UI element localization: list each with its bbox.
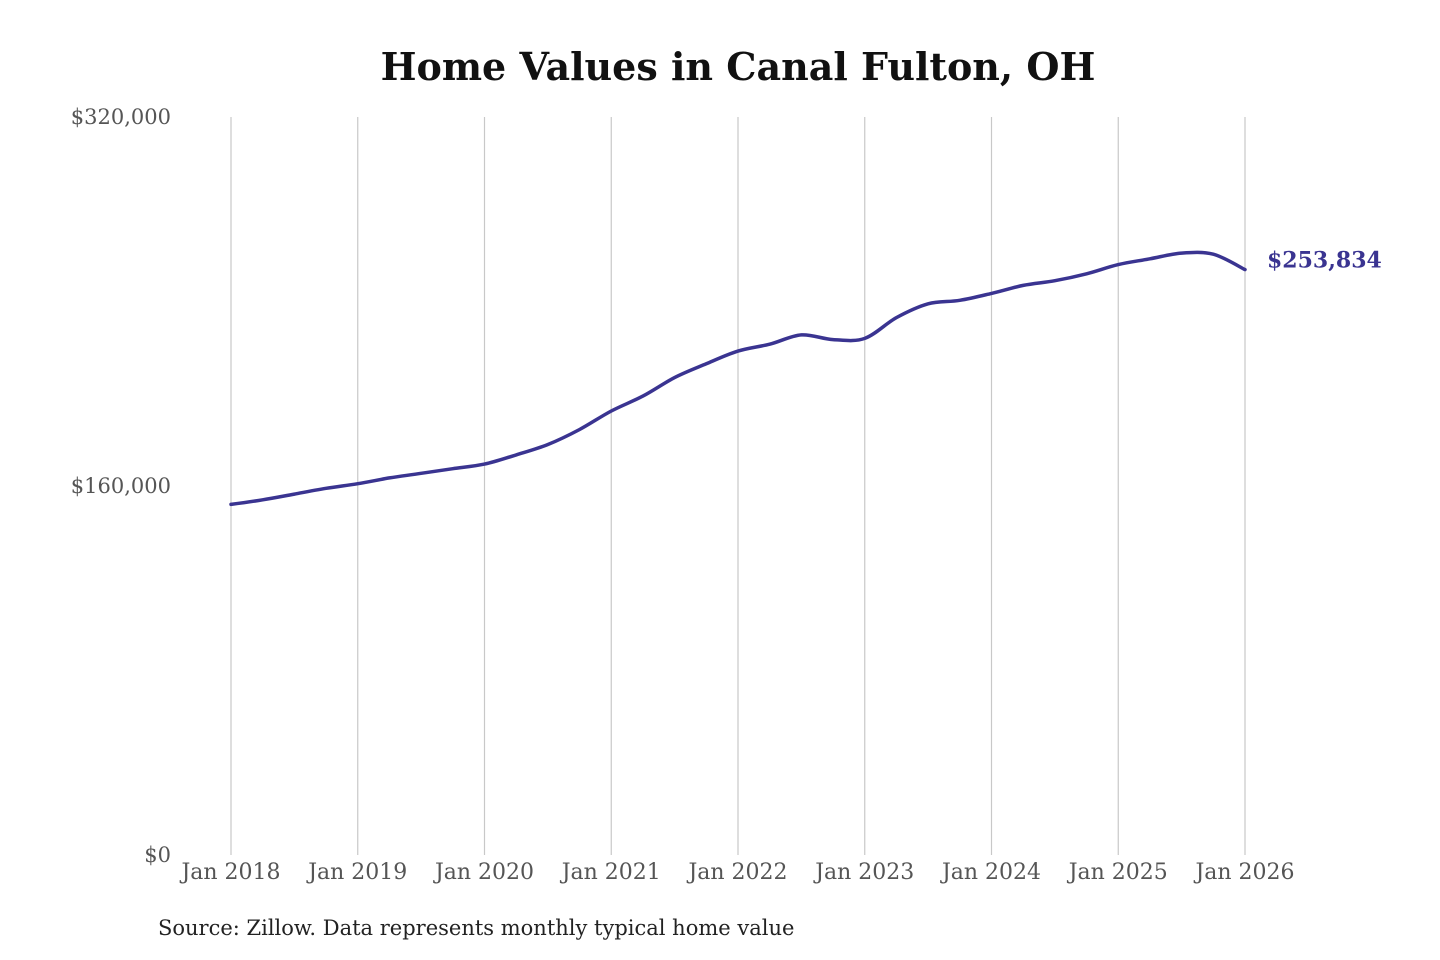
y-tick-label: $320,000 [71, 105, 171, 129]
series-line [229, 250, 1247, 507]
x-tick-label: Jan 2025 [1067, 860, 1168, 885]
x-tick-label: Jan 2019 [306, 860, 407, 885]
x-tick-label: Jan 2022 [686, 860, 787, 885]
x-tick-label: Jan 2021 [560, 860, 661, 885]
x-tick-label: Jan 2026 [1193, 860, 1294, 885]
gridlines [230, 117, 1246, 855]
x-tick-label: Jan 2020 [433, 860, 534, 885]
y-axis-ticks: $0 $160,000 $320,000 [71, 105, 171, 867]
x-axis-ticks: Jan 2018 Jan 2019 Jan 2020 Jan 2021 Jan 2022… [179, 860, 1294, 885]
x-tick-label: Jan 2024 [940, 860, 1041, 885]
y-tick-label: $160,000 [71, 474, 171, 498]
series-layer [229, 250, 1247, 507]
source-note: Source: Zillow. Data represents monthly … [158, 916, 795, 940]
x-tick-label: Jan 2018 [179, 860, 280, 885]
x-tick-label: Jan 2023 [813, 860, 914, 885]
y-tick-label: $0 [144, 843, 171, 867]
chart-title: Home Values in Canal Fulton, OH [380, 44, 1096, 89]
end-value-label: $253,834 [1267, 248, 1382, 274]
